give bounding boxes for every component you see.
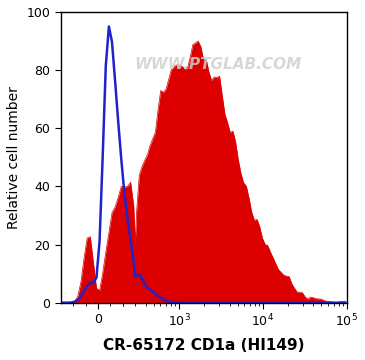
X-axis label: CR-65172 CD1a (HI149): CR-65172 CD1a (HI149) (103, 338, 304, 353)
Y-axis label: Relative cell number: Relative cell number (7, 86, 21, 229)
Text: WWW.PTGLAB.COM: WWW.PTGLAB.COM (134, 57, 301, 72)
